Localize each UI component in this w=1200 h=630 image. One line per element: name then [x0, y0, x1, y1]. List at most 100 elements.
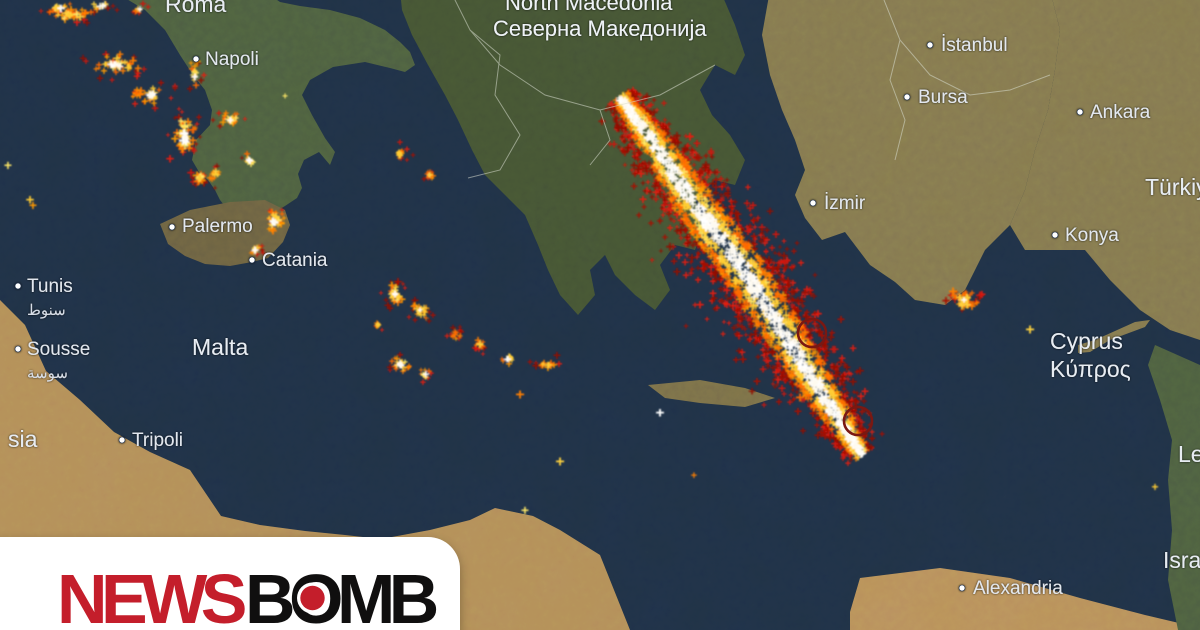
svg-text:+: + [145, 3, 151, 14]
svg-text:+: + [149, 90, 155, 101]
svg-text:+: + [26, 192, 35, 209]
svg-text:+: + [780, 248, 789, 265]
svg-text:+: + [725, 294, 730, 304]
svg-text:+: + [839, 368, 847, 384]
svg-text:+: + [110, 1, 115, 11]
svg-text:+: + [837, 413, 842, 423]
svg-text:+: + [701, 160, 710, 177]
svg-text:+: + [688, 186, 694, 198]
svg-text:+: + [837, 311, 845, 327]
svg-text:+: + [746, 267, 754, 283]
svg-text:NEWS: NEWS [57, 560, 245, 630]
svg-text:Cyprus: Cyprus [1050, 328, 1123, 354]
svg-text:+: + [849, 374, 858, 391]
svg-text:+: + [555, 454, 564, 471]
svg-text:+: + [812, 381, 818, 393]
svg-text:+: + [879, 430, 885, 441]
svg-text:+: + [656, 214, 663, 228]
svg-text:+: + [57, 0, 65, 16]
svg-text:+: + [423, 369, 429, 381]
svg-text:Roma: Roma [165, 0, 227, 17]
svg-text:+: + [617, 143, 622, 152]
svg-text:+: + [766, 204, 774, 219]
svg-text:+: + [396, 148, 402, 159]
svg-text:+: + [374, 320, 379, 330]
svg-text:BOMB: BOMB [245, 560, 437, 630]
svg-text:+: + [815, 324, 823, 340]
svg-text:+: + [755, 217, 760, 226]
svg-text:+: + [631, 111, 636, 120]
svg-text:+: + [96, 0, 104, 14]
svg-text:+: + [210, 115, 215, 125]
svg-text:+: + [410, 150, 415, 160]
svg-text:Malta: Malta [192, 334, 248, 360]
svg-text:+: + [750, 290, 757, 304]
svg-text:+: + [392, 290, 397, 300]
svg-text:+: + [4, 157, 12, 173]
svg-text:+: + [747, 221, 753, 233]
svg-text:+: + [753, 275, 761, 290]
svg-text:+: + [647, 188, 653, 199]
svg-text:Bursa: Bursa [918, 87, 968, 108]
svg-text:+: + [182, 131, 188, 143]
svg-text:sia: sia [8, 426, 38, 452]
svg-text:+: + [803, 371, 808, 380]
svg-text:North Macedonia: North Macedonia [505, 0, 673, 15]
svg-text:+: + [688, 250, 697, 267]
svg-text:+: + [761, 401, 767, 412]
svg-text:Konya: Konya [1065, 225, 1119, 246]
svg-text:+: + [812, 270, 817, 280]
svg-text:+: + [397, 359, 403, 371]
svg-text:+: + [827, 329, 835, 345]
svg-text:+: + [640, 125, 645, 134]
svg-text:İstanbul: İstanbul [941, 35, 1008, 56]
svg-text:+: + [134, 61, 142, 76]
svg-text:+: + [271, 215, 278, 229]
svg-text:+: + [777, 321, 782, 331]
svg-text:+: + [789, 295, 795, 306]
svg-text:+: + [772, 226, 780, 242]
svg-text:+: + [795, 390, 804, 407]
svg-text:+: + [773, 383, 778, 392]
svg-text:+: + [704, 314, 709, 324]
svg-text:+: + [1025, 322, 1034, 339]
svg-text:+: + [191, 70, 198, 84]
svg-text:+: + [696, 297, 705, 314]
svg-text:+: + [798, 349, 806, 364]
svg-text:+: + [814, 427, 822, 443]
svg-text:+: + [673, 264, 682, 281]
svg-text:+: + [712, 305, 718, 316]
svg-text:Napoli: Napoli [205, 49, 259, 70]
svg-text:+: + [745, 182, 751, 194]
svg-text:+: + [450, 332, 456, 343]
svg-text:+: + [961, 296, 967, 307]
svg-text:+: + [773, 249, 778, 258]
svg-text:+: + [731, 250, 737, 262]
svg-text:+: + [683, 321, 688, 331]
svg-text:+: + [730, 321, 737, 335]
svg-text:+: + [710, 290, 718, 306]
svg-text:سنوط: سنوط [27, 302, 66, 319]
svg-text:+: + [794, 238, 799, 248]
svg-text:Κύπρος: Κύπρος [1050, 356, 1131, 382]
svg-text:+: + [521, 502, 529, 518]
svg-text:+: + [709, 153, 715, 164]
svg-text:+: + [76, 9, 85, 26]
svg-text:+: + [166, 151, 175, 168]
svg-text:+: + [755, 353, 761, 364]
svg-text:+: + [974, 299, 980, 310]
svg-text:+: + [619, 94, 624, 103]
svg-text:+: + [79, 51, 87, 66]
svg-text:+: + [476, 338, 483, 352]
svg-text:+: + [132, 85, 141, 102]
svg-text:+: + [787, 336, 793, 348]
svg-text:+: + [38, 6, 43, 16]
svg-text:+: + [724, 175, 729, 185]
svg-text:+: + [818, 390, 824, 401]
svg-text:+: + [774, 265, 780, 276]
svg-text:+: + [798, 294, 806, 309]
svg-text:+: + [245, 153, 252, 167]
svg-text:+: + [623, 161, 628, 170]
svg-text:+: + [696, 206, 702, 217]
svg-text:+: + [661, 98, 667, 110]
